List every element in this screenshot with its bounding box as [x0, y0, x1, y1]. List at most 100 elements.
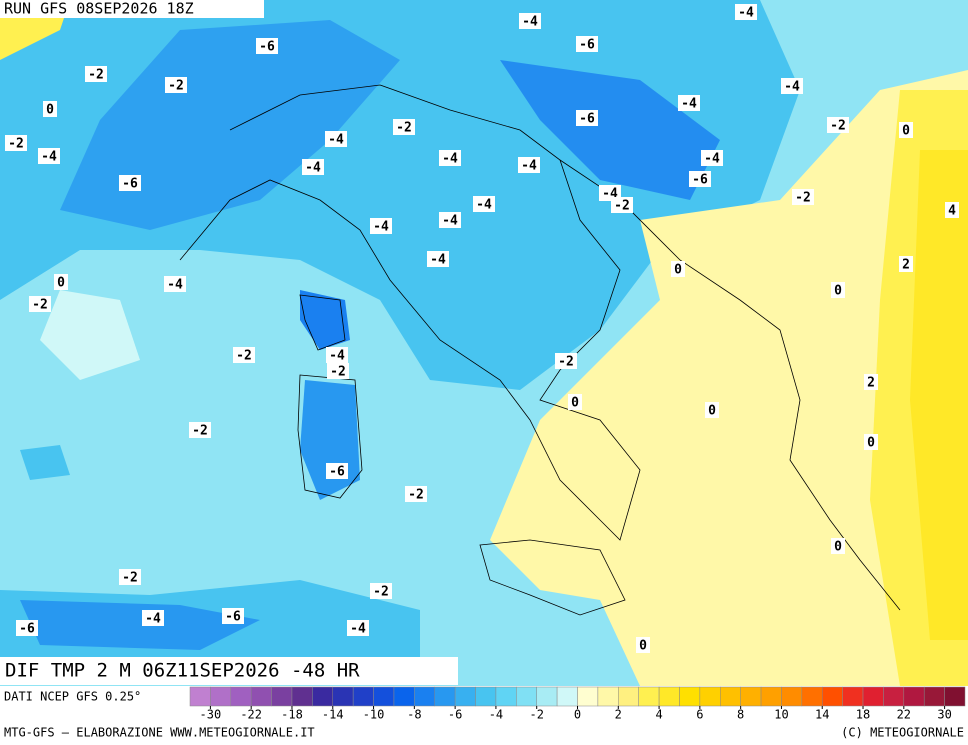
colorbar-swatch [903, 686, 925, 707]
contour-label-box [85, 66, 107, 82]
colorbar-swatch [760, 686, 782, 707]
colorbar-tick-label: -22 [240, 708, 262, 722]
contour-label: -2 [88, 68, 104, 83]
colorbar-swatch [801, 686, 823, 707]
colorbar-swatch [454, 686, 476, 707]
colorbar-swatch [230, 686, 252, 707]
contour-label-box [473, 196, 495, 212]
colorbar-tick-label: 18 [856, 708, 870, 722]
colorbar-swatch [577, 686, 599, 707]
colorbar-swatch [699, 686, 721, 707]
contour-label-box [831, 538, 845, 554]
contour-label-box [326, 463, 348, 479]
colorbar-swatch [821, 686, 843, 707]
contour-label: 0 [834, 284, 842, 299]
colorbar-swatch [862, 686, 884, 707]
contour-label-box [611, 197, 633, 213]
contour-label: -4 [430, 253, 446, 268]
contour-label-box [792, 189, 814, 205]
contour-label: -4 [167, 278, 183, 293]
contour-label: -2 [830, 119, 846, 134]
colorbar-tick-label: 4 [655, 708, 662, 722]
contour-label: -4 [476, 198, 492, 213]
colorbar-tick-label: 10 [774, 708, 788, 722]
contour-label: -2 [330, 365, 346, 380]
contour-label-box [555, 353, 577, 369]
colorbar-tick-label: -6 [448, 708, 462, 722]
contour-label-box [38, 148, 60, 164]
colorbar-swatch [720, 686, 741, 707]
contour-label: -6 [692, 173, 708, 188]
colorbar-swatch [740, 686, 762, 707]
contour-label-box [899, 256, 913, 272]
footer-left: MTG-GFS — ELABORAZIONE WWW.METEOGIORNALE… [4, 726, 315, 740]
contour-label: -4 [681, 97, 697, 112]
field-shading [0, 0, 968, 686]
contour-label-box [29, 296, 51, 312]
contour-label-box [189, 422, 211, 438]
contour-label: -2 [168, 79, 184, 94]
contour-label-box [827, 117, 849, 133]
contour-label: -4 [145, 612, 161, 627]
contour-label-box [576, 36, 598, 52]
contour-label-box [327, 363, 349, 379]
contour-label: -6 [579, 112, 595, 127]
colorbar-tick-label: 8 [737, 708, 744, 722]
contour-label-box [164, 276, 186, 292]
contour-label-box [16, 620, 38, 636]
colorbar-swatch [189, 686, 211, 707]
contour-label: 0 [834, 540, 842, 555]
colorbar-tick-label: -18 [281, 708, 303, 722]
contour-label-box [864, 434, 878, 450]
contour-label: -6 [259, 40, 275, 55]
contour-label-box [119, 175, 141, 191]
contour-label: -2 [122, 571, 138, 586]
contour-label: -2 [236, 349, 252, 364]
colorbar-tick-label: 22 [897, 708, 911, 722]
colorbar-swatch [883, 686, 905, 707]
colorbar-swatch [414, 686, 435, 707]
colorbar-swatch [250, 686, 272, 707]
title-box [0, 657, 458, 685]
contour-label: -4 [329, 349, 345, 364]
contour-label: 0 [639, 639, 647, 654]
header-box [0, 0, 264, 18]
colorbar-tick-label: -14 [322, 708, 344, 722]
contour-label-box [636, 637, 650, 653]
contour-label-box [576, 110, 598, 126]
colorbar-swatch [475, 686, 497, 707]
colorbar-tick-label: -2 [529, 708, 543, 722]
colorbar-swatch [210, 686, 232, 707]
contour-label-box [347, 620, 369, 636]
contour-label-box [405, 486, 427, 502]
colorbar-swatch [679, 686, 701, 707]
colorbar-swatch [373, 686, 395, 707]
colorbar-swatch [291, 686, 313, 707]
run-label: RUN GFS 08SEP2026 18Z [4, 0, 194, 18]
colorbar-swatch [923, 686, 945, 707]
contour-label: -6 [329, 465, 345, 480]
contour-label: 4 [948, 204, 956, 219]
contour-label-box [370, 583, 392, 599]
contour-label: -4 [328, 133, 344, 148]
contour-label-box [899, 122, 913, 138]
contour-label: -4 [522, 15, 538, 30]
colorbar-swatch [638, 686, 660, 707]
contour-label-box [370, 218, 392, 234]
contour-label-box [439, 212, 461, 228]
colorbar-swatch [597, 686, 619, 707]
contour-label-box [325, 131, 347, 147]
colorbar-tick-label: -30 [200, 708, 222, 722]
contour-label: 0 [708, 404, 716, 419]
colorbar-tick-label: 14 [815, 708, 829, 722]
contour-label: -4 [350, 622, 366, 637]
colorbar-swatch [536, 686, 558, 707]
colorbar-swatch [516, 686, 537, 707]
contour-label-box [393, 119, 415, 135]
contour-label-box [519, 13, 541, 29]
contour-label-box [689, 171, 711, 187]
contour-label-box [701, 150, 723, 166]
colorbar-swatch [556, 686, 578, 707]
contour-label: -4 [305, 161, 321, 176]
